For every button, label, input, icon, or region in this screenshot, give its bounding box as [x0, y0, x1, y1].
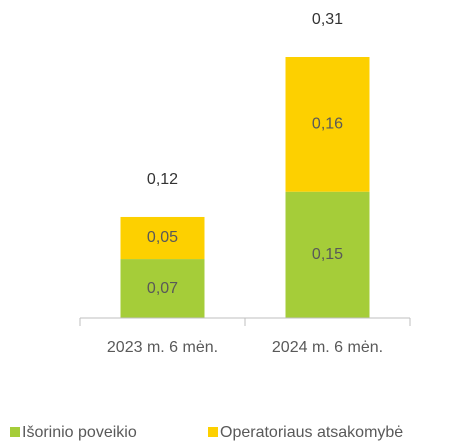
bar-segment	[120, 259, 205, 318]
bar-segment	[120, 216, 205, 260]
total-label: 0,31	[312, 11, 343, 28]
legend-label: Išorinio poveikio	[22, 424, 137, 441]
x-tick-label: 2024 m. 6 mėn.	[272, 339, 383, 356]
value-label: 0,15	[312, 246, 343, 263]
bar-segment	[285, 57, 370, 192]
value-label: 0,05	[147, 229, 178, 246]
x-tick-label: 2023 m. 6 mėn.	[107, 339, 218, 356]
total-label: 0,12	[147, 171, 178, 188]
legend-swatch	[10, 427, 20, 437]
legend-label: Operatoriaus atsakomybė	[220, 424, 403, 441]
value-label: 0,07	[147, 280, 178, 297]
value-label: 0,16	[312, 116, 343, 133]
bar-segment	[285, 191, 370, 318]
legend-swatch	[208, 427, 218, 437]
